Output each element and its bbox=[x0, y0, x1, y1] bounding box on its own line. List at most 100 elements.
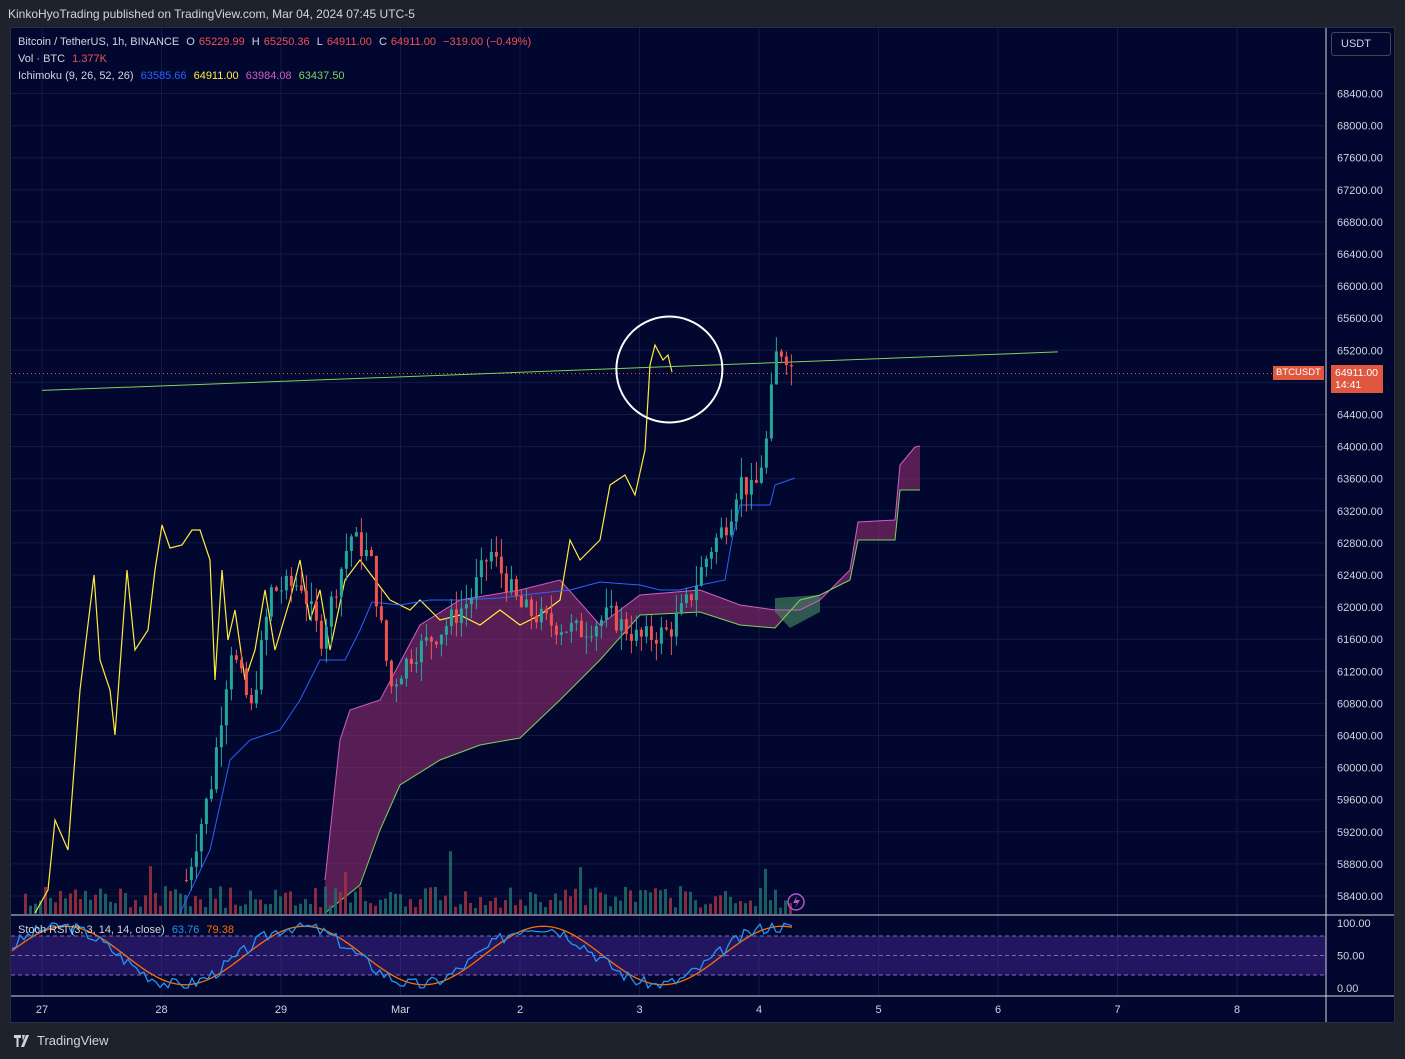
candle-body bbox=[199, 824, 203, 852]
candle-body bbox=[629, 634, 633, 641]
candle-body bbox=[539, 608, 543, 623]
volume-bar bbox=[644, 890, 647, 914]
volume-bar bbox=[449, 851, 452, 914]
volume-bar bbox=[784, 900, 787, 914]
candle-body bbox=[239, 659, 243, 669]
chart-frame[interactable] bbox=[10, 27, 1395, 1023]
indicator-lines bbox=[11, 343, 1326, 914]
candle-body bbox=[349, 536, 353, 551]
annotations bbox=[615, 315, 805, 911]
price-tick-label: 67600.00 bbox=[1337, 153, 1383, 165]
volume-bar bbox=[499, 907, 502, 914]
candle-body bbox=[409, 658, 413, 664]
stoch-tick-label: 50.00 bbox=[1337, 951, 1365, 963]
candle-body bbox=[229, 655, 233, 690]
volume-bar bbox=[724, 891, 727, 914]
stoch-k-line bbox=[11, 921, 793, 990]
volume-bar bbox=[134, 900, 137, 914]
candle-body bbox=[259, 640, 263, 690]
volume-bar bbox=[474, 907, 477, 914]
volume-bar bbox=[754, 905, 757, 914]
candle-body bbox=[549, 613, 553, 626]
candle-body bbox=[579, 620, 583, 637]
close-value: 64911.00 bbox=[390, 36, 436, 48]
volume-bar bbox=[354, 891, 357, 914]
candle-body bbox=[519, 596, 523, 608]
volume-bar bbox=[714, 896, 717, 914]
symbol-legend: Bitcoin / TetherUS, 1h, BINANCE O 65229.9… bbox=[18, 36, 532, 48]
volume-bar bbox=[269, 903, 272, 914]
volume-bar bbox=[389, 892, 392, 914]
price-tick-label: 60000.00 bbox=[1337, 763, 1383, 775]
candle-body bbox=[244, 668, 248, 696]
candle-body bbox=[384, 620, 388, 661]
time-tick-label: 2 bbox=[517, 1004, 523, 1016]
candle-body bbox=[554, 625, 558, 635]
time-tick-label: 7 bbox=[1114, 1004, 1120, 1016]
candle-body bbox=[599, 619, 603, 626]
candle-body bbox=[679, 603, 683, 614]
candle-body bbox=[494, 551, 498, 557]
stoch-tick-label: 0.00 bbox=[1337, 983, 1358, 995]
open-value: 65229.99 bbox=[198, 36, 245, 48]
volume-bar bbox=[349, 902, 352, 914]
volume-bar bbox=[139, 906, 142, 914]
lightning-icon-ring bbox=[787, 893, 805, 911]
volume-bar bbox=[119, 888, 122, 914]
volume-bar bbox=[514, 905, 517, 914]
volume-bar bbox=[184, 894, 187, 914]
volume-bar bbox=[94, 894, 97, 914]
volume-bar bbox=[204, 907, 207, 914]
volume-bar bbox=[589, 888, 592, 914]
candle-body bbox=[194, 851, 198, 867]
volume-bar bbox=[679, 886, 682, 914]
candle-body bbox=[249, 695, 253, 704]
stoch-rsi-pane bbox=[11, 921, 1326, 990]
currency-button[interactable]: USDT bbox=[1331, 32, 1391, 56]
candle-body bbox=[404, 658, 408, 679]
tradingview-footer[interactable]: TradingView bbox=[14, 1033, 109, 1048]
volume-bar bbox=[604, 894, 607, 914]
candle-body bbox=[289, 575, 293, 586]
volume-bar bbox=[199, 899, 202, 914]
candle-body bbox=[664, 627, 668, 630]
candle-body bbox=[359, 532, 363, 557]
candle-body bbox=[219, 725, 223, 748]
volume-bar bbox=[539, 902, 542, 914]
candle-body bbox=[729, 521, 733, 536]
candle-body bbox=[344, 550, 348, 569]
candle-body bbox=[499, 556, 503, 574]
volume-bar bbox=[434, 886, 437, 914]
time-tick-label: 4 bbox=[756, 1004, 762, 1016]
kumo-cloud bbox=[325, 446, 920, 913]
volume-bar bbox=[259, 899, 262, 914]
candle-body bbox=[184, 879, 188, 881]
candle-body bbox=[224, 689, 228, 726]
volume-bar bbox=[629, 890, 632, 914]
volume-bar bbox=[329, 905, 332, 914]
volume-bar bbox=[219, 886, 222, 914]
candle-body bbox=[624, 619, 628, 635]
time-tick-label: 29 bbox=[275, 1004, 287, 1016]
price-tick-label: 58400.00 bbox=[1337, 891, 1383, 903]
volume-value: 1.377K bbox=[72, 53, 108, 65]
candle-body bbox=[684, 594, 688, 604]
time-tick-label: 6 bbox=[995, 1004, 1001, 1016]
candle-body bbox=[699, 567, 703, 586]
volume-bar bbox=[144, 895, 147, 914]
candle-body bbox=[724, 527, 728, 536]
volume-bar bbox=[344, 871, 347, 914]
volume-bar bbox=[559, 900, 562, 914]
candle-body bbox=[304, 590, 308, 605]
volume-bar bbox=[774, 889, 777, 914]
volume-bar bbox=[619, 900, 622, 914]
ichimoku-label: Ichimoku (9, 26, 52, 26) bbox=[18, 70, 134, 82]
volume-bar bbox=[749, 900, 752, 914]
candle-body bbox=[459, 608, 463, 624]
price-tick-label: 61200.00 bbox=[1337, 666, 1383, 678]
volume-bar bbox=[554, 893, 557, 914]
ichimoku-value: 64911.00 bbox=[193, 70, 239, 82]
volume-bar bbox=[439, 900, 442, 914]
volume-bar bbox=[324, 886, 327, 914]
